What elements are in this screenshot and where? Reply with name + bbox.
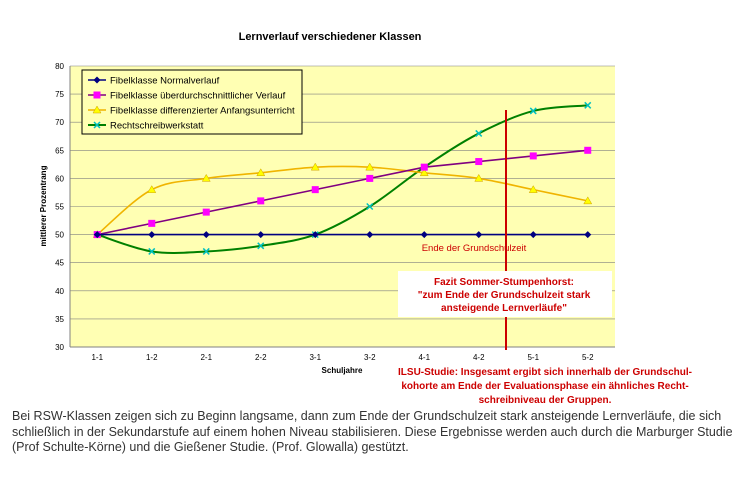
- y-tick-label: 70: [55, 118, 64, 127]
- data-point: [257, 197, 265, 205]
- legend-label: Fibelklasse überdurchschnittlicher Verla…: [110, 91, 286, 102]
- series-line: [96, 104, 588, 254]
- data-point: [528, 185, 538, 193]
- data-point: [529, 107, 537, 115]
- y-tick-label: 35: [55, 315, 64, 324]
- legend-label: Fibelklasse differenzierter Anfangsunter…: [110, 106, 295, 117]
- y-tick-label: 55: [55, 203, 64, 212]
- data-point: [529, 152, 537, 160]
- data-point: [202, 247, 210, 255]
- data-point: [257, 242, 265, 250]
- data-point: [148, 247, 156, 255]
- legend-swatch-marker: [93, 91, 101, 99]
- data-point: [583, 196, 593, 205]
- legend-label: Rechtschreibwerkstatt: [110, 121, 204, 132]
- x-tick-label: 4-1: [418, 353, 430, 362]
- data-point: [257, 231, 265, 239]
- data-point: [201, 173, 211, 182]
- y-tick-label: 45: [55, 259, 64, 268]
- x-axis-ticks: 1-1 1-2 2-1 2-2 3-1 3-2 4-1 4-2 5-1 5-2: [91, 353, 594, 362]
- data-point: [475, 158, 483, 166]
- data-point: [311, 186, 319, 194]
- chart-title: Lernverlauf verschiedener Klassen: [239, 31, 422, 43]
- ilsu-background: [366, 363, 724, 405]
- fazit-line-3: ansteigende Lernverläufe": [441, 303, 567, 314]
- y-axis-ticks: 30 35 40 45 50 55 60 65 70 75 80: [55, 62, 64, 352]
- data-point: [474, 173, 484, 182]
- data-point: [256, 168, 266, 177]
- y-tick-label: 50: [55, 231, 64, 240]
- data-point: [584, 101, 592, 109]
- legend-box: [81, 69, 303, 135]
- legend-swatch-marker: [93, 76, 101, 84]
- data-point: [420, 231, 428, 239]
- y-tick-label: 30: [55, 343, 64, 352]
- x-axis-label: Schuljahre: [322, 366, 363, 375]
- x-tick-label: 1-2: [146, 353, 158, 362]
- ilsu-line-3: schreibniveau der Gruppen.: [479, 395, 612, 405]
- x-tick-label: 3-1: [309, 353, 321, 362]
- legend: Fibelklasse Normalverlauf Fibelklasse übe…: [81, 69, 303, 135]
- legend-entry: Fibelklasse Normalverlauf: [88, 76, 220, 87]
- data-point: [366, 231, 374, 239]
- data-point: [365, 162, 375, 171]
- data-point: [202, 231, 210, 239]
- legend-swatch-marker: [93, 121, 101, 129]
- data-point: [584, 146, 592, 154]
- data-point: [475, 129, 483, 137]
- data-point: [148, 231, 156, 239]
- legend-swatch-marker: [92, 105, 102, 114]
- ilsu-annotation: ILSU-Studie: Insgesamt ergibt sich inner…: [366, 363, 724, 405]
- data-point: [202, 208, 210, 216]
- y-tick-label: 75: [55, 90, 64, 99]
- x-tick-label: 2-2: [255, 353, 267, 362]
- data-point: [420, 163, 428, 171]
- fazit-line-1: Fazit Sommer-Stumpenhorst:: [434, 277, 574, 288]
- x-tick-label: 4-2: [473, 353, 485, 362]
- fazit-annotation: Fazit Sommer-Stumpenhorst: "zum Ende der…: [398, 271, 612, 317]
- data-point: [529, 231, 537, 239]
- data-point: [93, 231, 101, 239]
- y-tick-label: 80: [55, 62, 64, 71]
- data-point: [311, 231, 319, 239]
- data-point: [475, 231, 483, 239]
- x-tick-label: 3-2: [364, 353, 376, 362]
- legend-entry: Fibelklasse überdurchschnittlicher Verla…: [88, 91, 286, 102]
- data-point: [310, 162, 320, 171]
- legend-label: Fibelklasse Normalverlauf: [110, 76, 220, 87]
- legend-entry: Fibelklasse differenzierter Anfangsunter…: [88, 105, 295, 117]
- x-tick-label: 5-1: [527, 353, 539, 362]
- y-tick-label: 60: [55, 174, 64, 183]
- fazit-background: [398, 271, 612, 317]
- y-tick-label: 40: [55, 287, 64, 296]
- data-point: [147, 185, 157, 193]
- y-tick-label: 65: [55, 146, 64, 155]
- y-axis-label: mittlerer Prozentrang: [39, 165, 48, 246]
- data-point: [366, 202, 374, 211]
- end-of-primary-school-label: Ende der Grundschulzeit: [422, 243, 527, 254]
- data-point: [584, 231, 592, 239]
- x-tick-label: 2-1: [200, 353, 212, 362]
- line-chart: Lernverlauf verschiedener Klassen 30 35 40…: [39, 31, 724, 405]
- legend-entry: Rechtschreibwerkstatt: [88, 121, 204, 132]
- series-line: [96, 165, 588, 236]
- data-point: [419, 168, 429, 177]
- fazit-line-2: "zum Ende der Grundschulzeit stark: [418, 290, 591, 301]
- x-tick-label: 1-1: [91, 353, 103, 362]
- data-point: [366, 174, 374, 182]
- ilsu-line-1: ILSU-Studie: Insgesamt ergibt sich inner…: [398, 367, 692, 378]
- caption-text: Bei RSW-Klassen zeigen sich zu Beginn la…: [12, 409, 733, 454]
- ilsu-line-2: kohorte am Ende der Evaluationsphase ein…: [401, 381, 688, 392]
- x-tick-label: 5-2: [582, 353, 594, 362]
- data-point: [148, 219, 156, 227]
